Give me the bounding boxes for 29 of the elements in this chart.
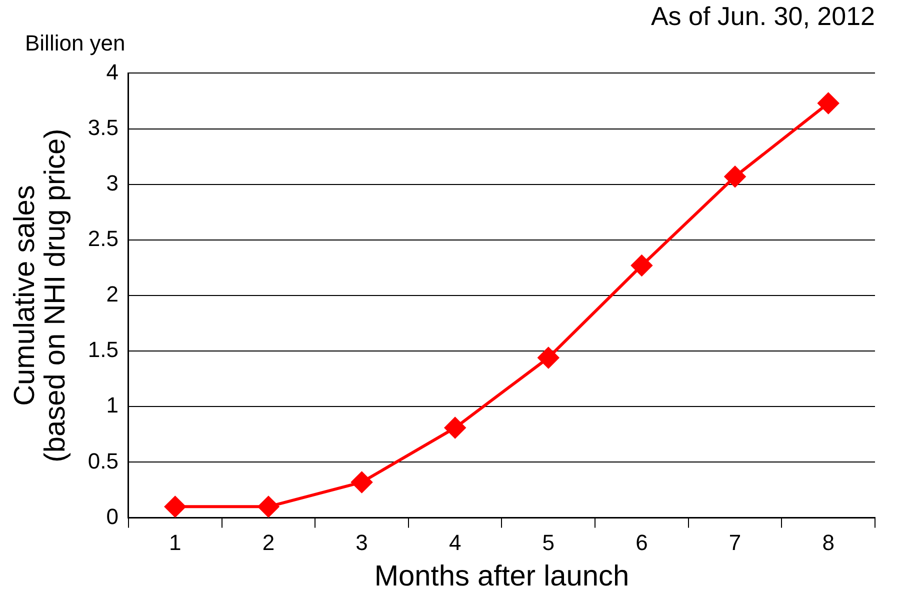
x-tick-label: 4 xyxy=(448,530,462,556)
y-tick-label: 3 xyxy=(106,170,118,196)
point xyxy=(818,92,839,114)
x-tick-label: 5 xyxy=(542,530,555,556)
point xyxy=(258,496,279,518)
x-tick-label: 6 xyxy=(636,530,648,556)
y-tick-label: 4 xyxy=(106,59,118,84)
point xyxy=(444,417,466,438)
y-tick-label: 2.5 xyxy=(88,226,118,251)
x-tick-label: 7 xyxy=(728,530,742,556)
chart-title: As of Jun. 30, 2012 xyxy=(650,0,875,31)
x-tick-label: 2 xyxy=(262,530,275,556)
point xyxy=(351,472,372,493)
x-tick-label: 1 xyxy=(169,530,182,556)
y-tick-label: 1.5 xyxy=(88,337,118,362)
point xyxy=(164,496,186,518)
y-tick-label: 0.5 xyxy=(88,448,118,474)
point xyxy=(631,254,652,276)
y-axis-title: Cumulative sales (based on NHI drug price) xyxy=(9,128,72,462)
x-tick-label: 8 xyxy=(822,530,834,556)
y-tick-label: 1 xyxy=(106,392,118,418)
y-tick-label: 0 xyxy=(106,504,118,529)
point xyxy=(538,347,559,368)
x-tick-label: 3 xyxy=(356,530,368,556)
x-axis-title: Months after launch xyxy=(374,560,630,593)
y-tick-label: 3.5 xyxy=(88,114,118,140)
point xyxy=(724,166,746,188)
y-tick-label: 2 xyxy=(106,282,118,307)
text: Billion yen xyxy=(25,30,126,56)
